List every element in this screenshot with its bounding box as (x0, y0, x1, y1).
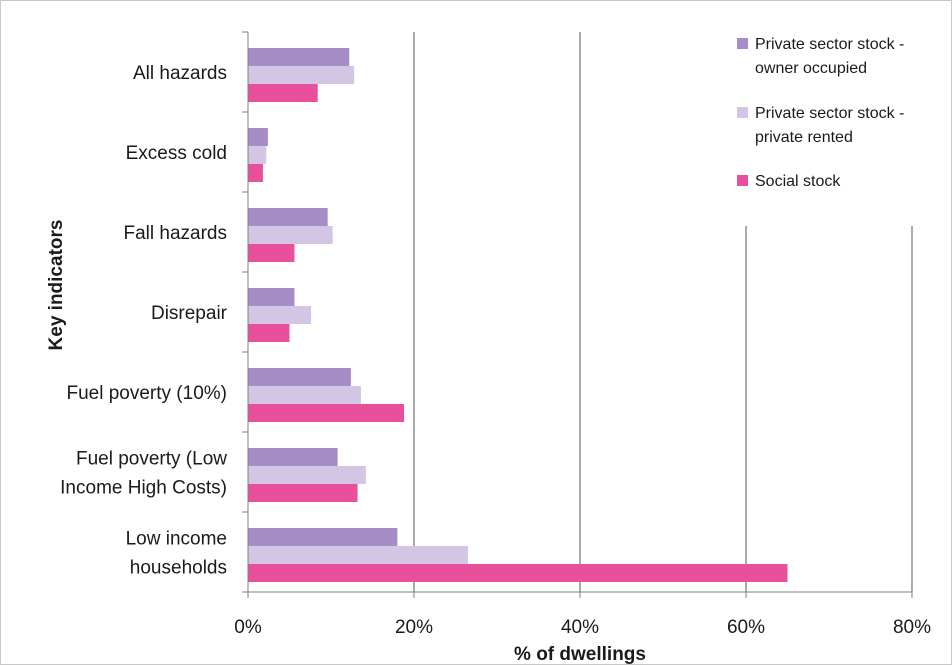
bar (248, 288, 295, 306)
bar (248, 244, 295, 262)
legend: Private sector stock -owner occupied Priv… (737, 36, 904, 190)
bar (248, 84, 318, 102)
bar (248, 564, 788, 582)
legend-swatch (737, 38, 748, 49)
category-labels: All hazards Excess cold Fall hazards Disrep… (60, 63, 228, 579)
category-label: Low income households (126, 529, 227, 579)
legend-label: Social stock (755, 173, 841, 190)
legend-background (727, 30, 937, 226)
category-label: Disrepair (151, 303, 228, 324)
bar (248, 48, 350, 66)
bar (248, 324, 290, 342)
legend-label: Private sector stock -owner occupied (755, 36, 904, 77)
x-axis-title: % of dwellings (514, 644, 646, 665)
category-label: Fall hazards (124, 223, 228, 244)
bar (248, 404, 405, 422)
bar (248, 484, 358, 502)
x-tick-label: 60% (727, 617, 765, 638)
legend-swatch (737, 107, 748, 118)
bar (248, 66, 355, 84)
x-tick-labels: 0% 20% 40% 60% 80% (234, 617, 931, 638)
bar (248, 226, 333, 244)
x-tick-label: 20% (395, 617, 433, 638)
bar (248, 448, 338, 466)
bar (248, 164, 263, 182)
category-label: Excess cold (126, 143, 227, 164)
bar (248, 208, 328, 226)
bar (248, 146, 267, 164)
x-tick-label: 80% (893, 617, 931, 638)
legend-label: Private sector stock -private rented (755, 105, 904, 146)
bar (248, 306, 312, 324)
x-tick-label: 0% (234, 617, 262, 638)
bar (248, 466, 366, 484)
category-label: All hazards (133, 63, 227, 84)
x-tick-label: 40% (561, 617, 599, 638)
y-axis-title: Key indicators (46, 220, 67, 351)
legend-swatch (737, 175, 748, 186)
axes (242, 31, 913, 598)
bars (248, 48, 788, 582)
category-label: Fuel poverty (10%) (66, 383, 227, 404)
bar (248, 386, 361, 404)
bar (248, 528, 398, 546)
bar (248, 546, 468, 564)
bar (248, 368, 351, 386)
category-label: Fuel poverty (Low Income High Costs) (60, 449, 227, 499)
bar (248, 128, 268, 146)
